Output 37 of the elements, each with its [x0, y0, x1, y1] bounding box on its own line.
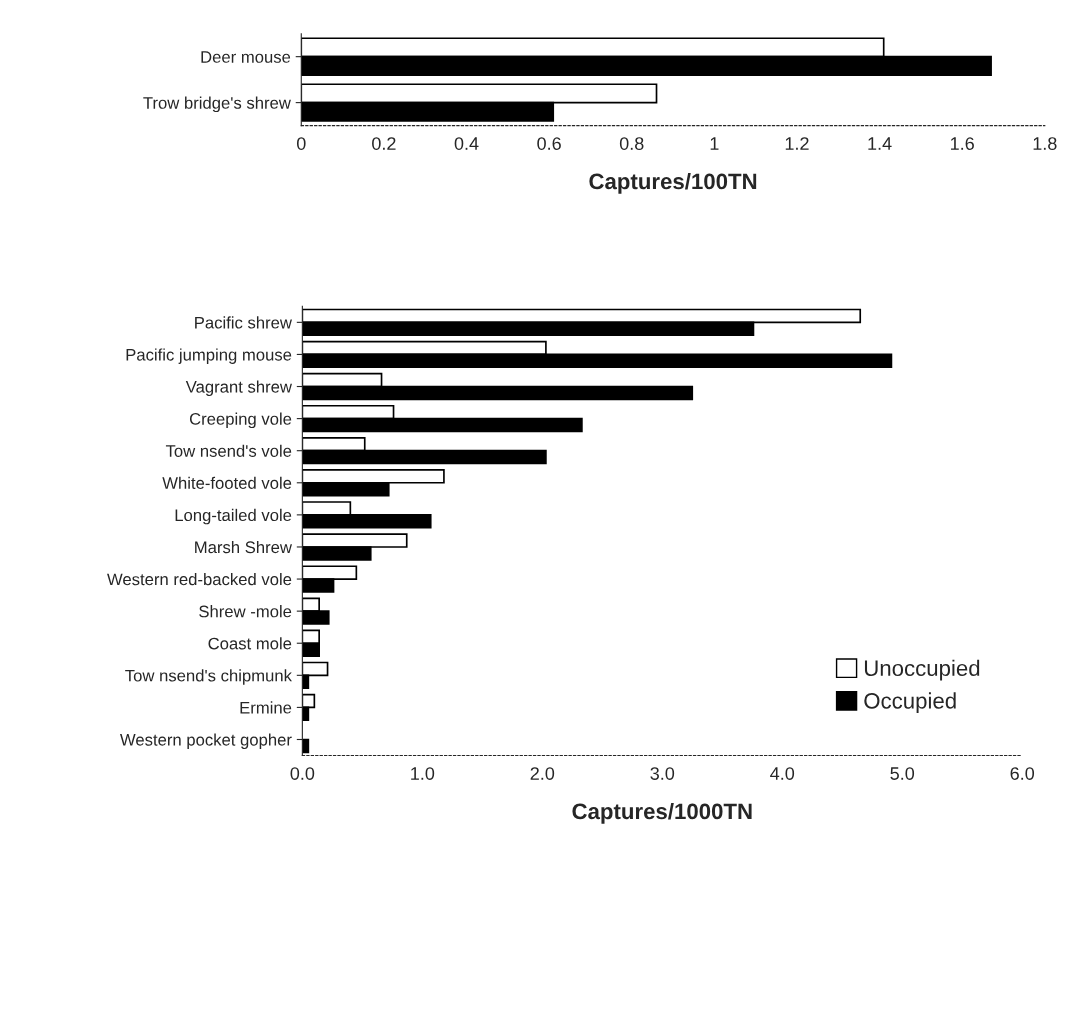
y-tick-label: Shrew -mole: [199, 605, 292, 618]
legend-label: Unoccupied: [864, 659, 980, 681]
y-tick-label: Western red-backed vole: [107, 573, 292, 586]
y-tick-label: Marsh Shrew: [195, 540, 292, 554]
x-tick-label: 1.6: [951, 137, 974, 150]
y-tick-label: Tow nsend's chipmunk: [125, 669, 292, 685]
x-tick-label: 1.2: [785, 137, 809, 150]
x-tick-label: 4.0: [770, 767, 795, 780]
x-tick-label: 0.0: [290, 767, 315, 780]
x-tick-label: 0.2: [372, 137, 396, 150]
x-tick-label: 2.0: [530, 767, 555, 780]
y-tick-label: Coast mole: [208, 637, 292, 650]
x-axis-title: Captures/1000TN: [572, 802, 752, 824]
x-tick-label: 0: [296, 137, 306, 150]
legend-label: Occupied: [864, 692, 956, 714]
x-tick-label: 1: [710, 137, 719, 150]
y-tick-label: Trow bridge's shrew: [143, 96, 291, 113]
x-tick-label: 1.0: [411, 767, 435, 780]
x-tick-label: 0.4: [454, 137, 479, 150]
y-tick-label: Creeping vole: [189, 412, 292, 429]
y-tick-label: White-footed vole: [162, 476, 292, 489]
y-tick-label: Deer mouse: [201, 51, 291, 63]
y-tick-label: Tow nsend's vole: [165, 444, 292, 457]
x-tick-label: 6.0: [1010, 767, 1035, 780]
y-tick-label: Long-tailed vole: [175, 508, 292, 525]
x-tick-label: 0.8: [619, 137, 644, 150]
x-tick-label: 1.4: [868, 137, 892, 150]
y-tick-label: Western pocket gopher: [120, 733, 292, 749]
y-tick-label: Vagrant shrew: [185, 380, 292, 397]
y-tick-label: Ermine: [240, 701, 292, 714]
x-tick-label: 3.0: [650, 767, 675, 780]
x-tick-label: 5.0: [890, 767, 915, 780]
y-tick-label: Pacific jumping mouse: [126, 348, 292, 364]
x-tick-label: 1.8: [1033, 137, 1057, 150]
y-tick-label: Pacific shrew: [195, 316, 292, 329]
x-tick-label: 0.6: [537, 137, 561, 150]
x-axis-title: Captures/100TN: [589, 172, 757, 194]
